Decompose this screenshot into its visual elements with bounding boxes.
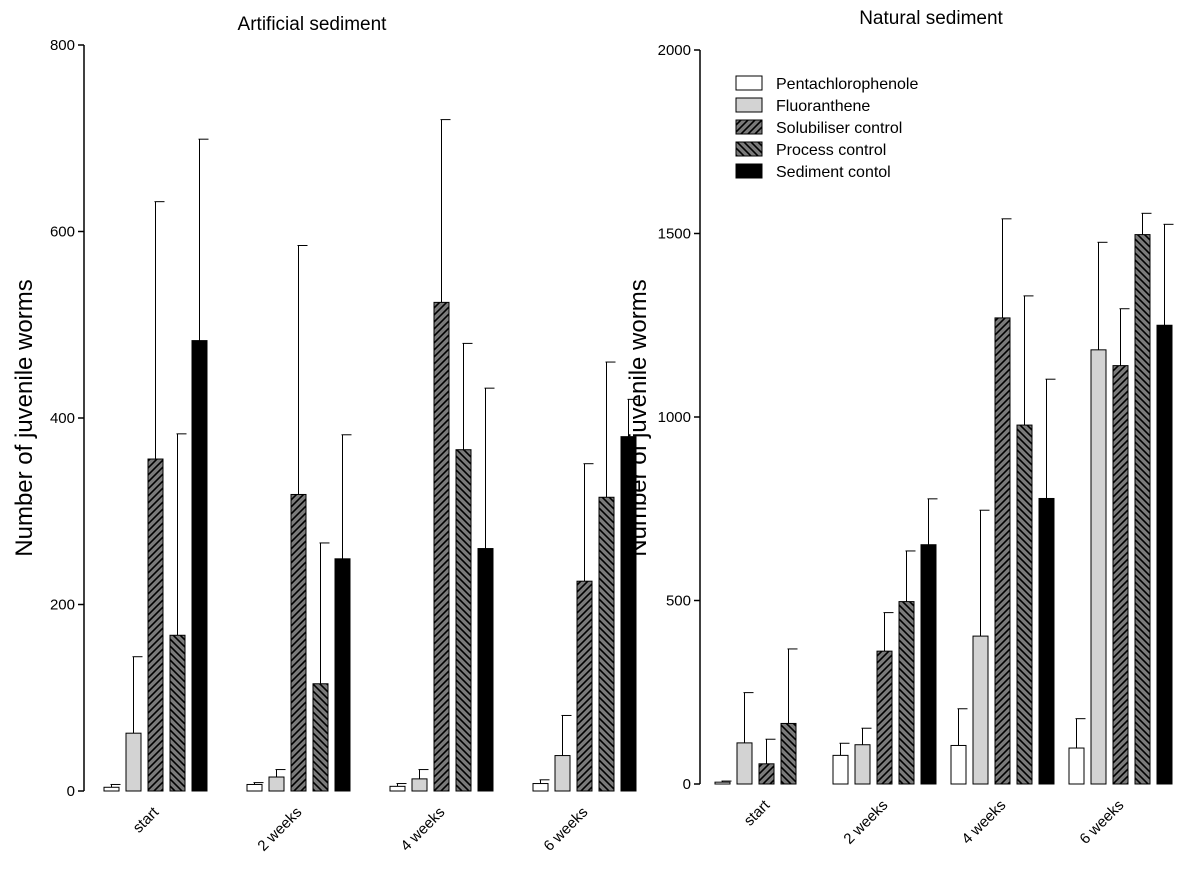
bar (1156, 324, 1173, 785)
y-tick-label: 600 (50, 224, 75, 241)
x-axis: start 2 weeks 4 weeks 6 weeks (741, 796, 1128, 848)
y-tick-label: 200 (50, 597, 75, 614)
x-tick-label: 2 weeks (254, 804, 305, 855)
bar (411, 778, 428, 792)
bar (191, 340, 208, 792)
bar (246, 783, 263, 792)
x-tick-label: start (130, 803, 163, 836)
x-tick-label: 4 weeks (958, 797, 1009, 848)
x-tick-label: 4 weeks (397, 804, 448, 855)
bar (898, 601, 915, 785)
legend-swatch (735, 141, 763, 157)
x-tick-label: 6 weeks (540, 804, 591, 855)
bar (576, 580, 593, 792)
y-axis-label: Number of juvenile worms (625, 279, 652, 556)
bar-series (103, 119, 638, 792)
bar (125, 732, 142, 792)
y-tick-label: 2000 (658, 42, 691, 59)
y-tick-label: 500 (666, 593, 691, 610)
legend-swatch (735, 163, 763, 179)
bar (268, 776, 285, 792)
bar (389, 785, 406, 792)
bar (994, 317, 1011, 785)
bar (1068, 747, 1085, 785)
bar (433, 301, 450, 792)
x-tick-label: 2 weeks (840, 797, 891, 848)
bar (169, 634, 186, 792)
bar (290, 493, 307, 792)
bar (147, 458, 164, 792)
artificial-sediment-chart: Artificial sediment Number of juvenile w… (11, 14, 638, 855)
legend-label: Solubiliser control (776, 120, 902, 137)
bar (736, 742, 753, 785)
legend-swatch (735, 119, 763, 135)
y-tick-label: 800 (50, 37, 75, 54)
chart-title: Artificial sediment (238, 14, 388, 35)
bar (972, 635, 989, 785)
y-axis: 0 500 1000 1500 2000 (658, 42, 701, 793)
bar (714, 781, 731, 785)
legend-label: Fluoranthene (776, 98, 870, 115)
bar (598, 496, 615, 792)
y-tick-label: 1000 (658, 409, 691, 426)
chart-title: Natural sediment (859, 8, 1003, 29)
bar (920, 544, 937, 785)
bar (1112, 365, 1129, 785)
bar (477, 548, 494, 792)
bar (1134, 234, 1151, 785)
x-tick-label: 6 weeks (1076, 797, 1127, 848)
legend-swatch (735, 97, 763, 113)
y-tick-label: 0 (683, 776, 691, 793)
bar (1016, 424, 1033, 785)
legend-swatch (735, 75, 763, 91)
bar (532, 783, 549, 792)
legend-label: Pentachlorophenole (776, 76, 918, 93)
bar (950, 744, 967, 785)
y-tick-label: 0 (67, 783, 75, 800)
legend: Pentachlorophenole Fluoranthene Solubilise… (735, 75, 918, 181)
bar (1038, 497, 1055, 785)
bar (854, 744, 871, 785)
bar (832, 754, 849, 785)
bar-series (714, 212, 1174, 785)
bar (455, 449, 472, 792)
x-axis: start 2 weeks 4 weeks 6 weeks (130, 803, 592, 855)
y-axis-label: Number of juvenile worms (11, 279, 38, 556)
bar (1090, 349, 1107, 785)
bar (334, 558, 351, 792)
bar (780, 722, 797, 785)
y-axis: 0 200 400 600 800 (50, 37, 85, 800)
legend-label: Sediment contol (776, 164, 891, 181)
bar (103, 786, 120, 792)
x-tick-label: start (741, 796, 774, 829)
y-tick-label: 1500 (658, 226, 691, 243)
bar (876, 650, 893, 785)
bar (758, 763, 775, 785)
bar (312, 683, 329, 792)
bar (554, 755, 571, 792)
y-tick-label: 400 (50, 410, 75, 427)
natural-sediment-chart: Natural sediment Number of juvenile worm… (625, 8, 1174, 848)
legend-label: Process control (776, 142, 886, 159)
